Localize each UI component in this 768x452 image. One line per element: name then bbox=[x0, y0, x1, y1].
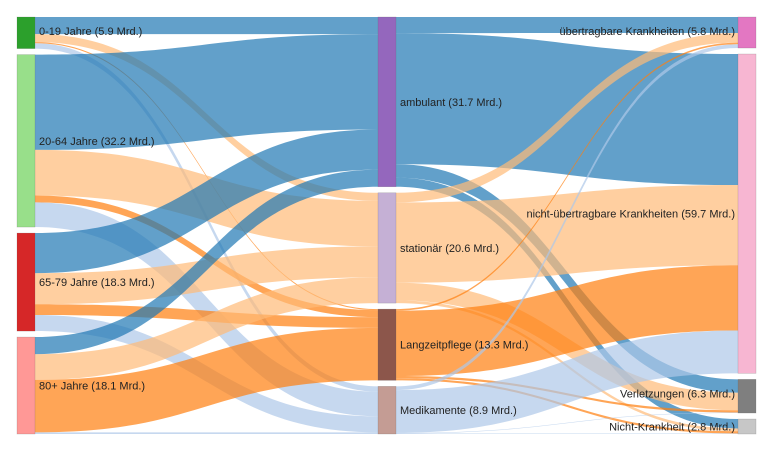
link-t3-d2 bbox=[396, 412, 738, 434]
link-t3-d1 bbox=[396, 330, 738, 433]
node-label-a0: 0-19 Jahre (5.9 Mrd.) bbox=[39, 26, 142, 38]
link-t0-d2 bbox=[396, 164, 738, 393]
link-t3-d3 bbox=[396, 433, 738, 434]
link-t2-d3 bbox=[396, 378, 738, 434]
node-label-a3: 80+ Jahre (18.1 Mrd.) bbox=[39, 381, 145, 393]
link-t1-d1 bbox=[396, 185, 738, 283]
node-a3[interactable] bbox=[16, 336, 36, 435]
node-label-a2: 65-79 Jahre (18.3 Mrd.) bbox=[39, 277, 155, 289]
link-a3-t3 bbox=[35, 432, 378, 434]
link-t1-d0 bbox=[396, 33, 738, 203]
node-d3[interactable] bbox=[737, 418, 757, 435]
node-t1[interactable] bbox=[377, 192, 397, 304]
node-t3[interactable] bbox=[377, 386, 397, 435]
link-a2-t1 bbox=[35, 246, 378, 305]
node-label-d1: nicht-übertragbare Krankheiten (59.7 Mrd… bbox=[527, 209, 736, 221]
link-a1-t0 bbox=[35, 34, 378, 150]
node-label-d2: Verletzungen (6.3 Mrd.) bbox=[620, 388, 735, 400]
link-t0-d0 bbox=[396, 17, 738, 34]
node-label-t1: stationär (20.6 Mrd.) bbox=[400, 243, 499, 255]
node-d1[interactable] bbox=[737, 53, 757, 374]
node-label-t3: Medikamente (8.9 Mrd.) bbox=[400, 405, 517, 417]
node-d2[interactable] bbox=[737, 379, 757, 414]
node-label-d3: Nicht-Krankheit (2.8 Mrd.) bbox=[609, 422, 735, 434]
link-a2-t0 bbox=[35, 129, 378, 274]
link-a3-t1 bbox=[35, 277, 378, 380]
node-a1[interactable] bbox=[16, 54, 36, 228]
link-a3-t0 bbox=[35, 169, 378, 355]
node-t2[interactable] bbox=[377, 308, 397, 381]
link-a3-t2 bbox=[35, 327, 378, 433]
link-a1-t3 bbox=[35, 202, 378, 417]
node-t0[interactable] bbox=[377, 16, 397, 188]
node-label-a1: 20-64 Jahre (32.2 Mrd.) bbox=[39, 136, 155, 148]
labels-layer: 0-19 Jahre (5.9 Mrd.) 20-64 Jahre (32.2 M… bbox=[39, 26, 735, 434]
link-t2-d1 bbox=[396, 265, 738, 377]
link-a0-t0 bbox=[35, 17, 378, 35]
link-t3-d0 bbox=[396, 44, 738, 391]
node-label-d0: übertragbare Krankheiten (5.8 Mrd.) bbox=[560, 26, 735, 38]
node-d0[interactable] bbox=[737, 16, 757, 49]
node-label-t0: ambulant (31.7 Mrd.) bbox=[400, 97, 502, 109]
link-t2-d0 bbox=[396, 42, 738, 311]
node-a0[interactable] bbox=[16, 16, 36, 49]
nodes-layer bbox=[16, 16, 757, 435]
node-label-t2: Langzeitpflege (13.3 Mrd.) bbox=[400, 340, 528, 352]
link-t0-d1 bbox=[396, 33, 738, 186]
node-a2[interactable] bbox=[16, 232, 36, 332]
links-layer bbox=[35, 17, 738, 434]
